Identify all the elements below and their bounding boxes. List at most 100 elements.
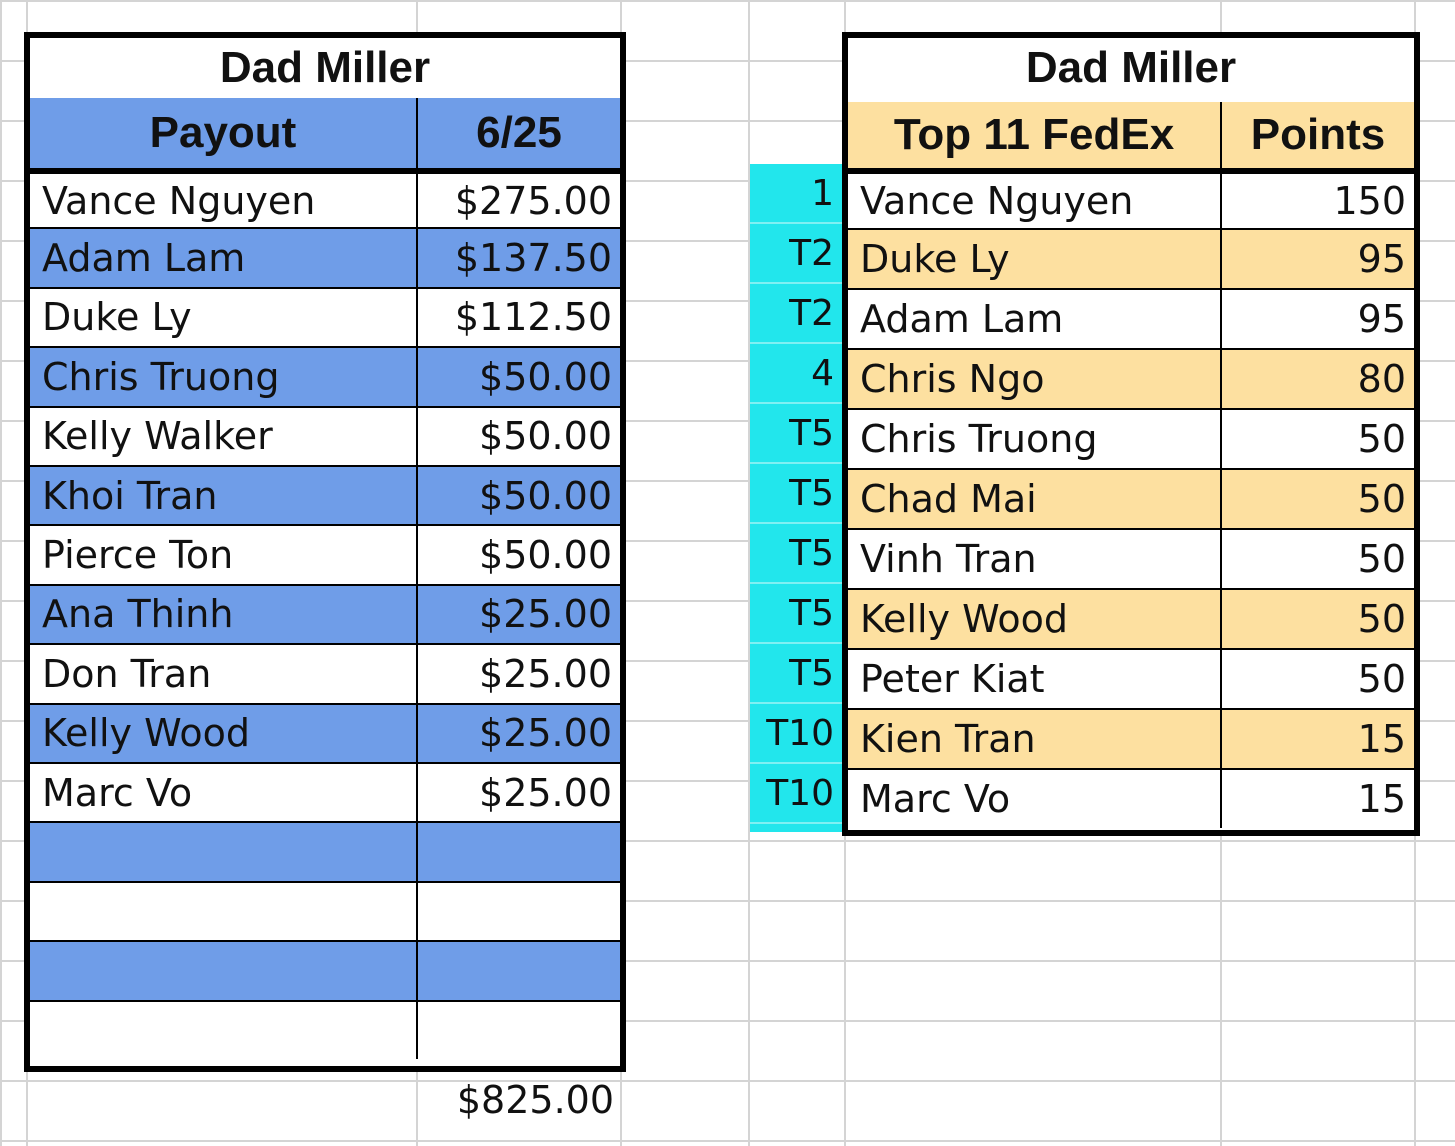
- payout-player-cell[interactable]: Kelly Walker: [42, 414, 273, 459]
- fedex-row: Marc Vo 15: [848, 768, 1414, 828]
- rank-cell[interactable]: 4: [750, 344, 842, 404]
- fedex-row: Adam Lam 95: [848, 288, 1414, 348]
- payout-row: Duke Ly $112.50: [30, 286, 620, 347]
- payout-amount-cell[interactable]: [416, 1001, 620, 1059]
- fedex-player-cell[interactable]: Peter Kiat: [860, 657, 1045, 701]
- payout-amount-cell[interactable]: $50.00: [416, 348, 620, 406]
- payout-header-date: 6/25: [416, 98, 620, 168]
- fedex-row: Peter Kiat 50: [848, 648, 1414, 708]
- rank-cell[interactable]: T5: [750, 464, 842, 524]
- payout-amount-cell[interactable]: $50.00: [416, 467, 620, 525]
- fedex-title-row: Dad Miller: [848, 38, 1414, 98]
- payout-amount-cell[interactable]: $137.50: [416, 229, 620, 287]
- payout-player-cell[interactable]: [30, 883, 416, 940]
- rank-cell[interactable]: T5: [750, 644, 842, 704]
- payout-amount-cell[interactable]: [416, 882, 620, 941]
- fedex-points-cell[interactable]: 80: [1220, 350, 1414, 408]
- payout-row: Khoi Tran $50.00: [30, 465, 620, 525]
- payout-amount-cell[interactable]: $25.00: [416, 645, 620, 703]
- fedex-player-cell[interactable]: Kien Tran: [860, 717, 1036, 761]
- payout-player-cell[interactable]: Ana Thinh: [42, 592, 234, 637]
- payout-row: Ana Thinh $25.00: [30, 583, 620, 644]
- payout-player-cell[interactable]: Marc Vo: [42, 770, 193, 815]
- fedex-row: Vinh Tran 50: [848, 528, 1414, 588]
- payout-amount-cell[interactable]: [416, 823, 620, 881]
- fedex-points-cell[interactable]: 150: [1220, 174, 1414, 228]
- payout-row: Adam Lam $137.50: [30, 227, 620, 287]
- payout-table: Dad Miller Payout 6/25 Vance Nguyen $275.…: [24, 32, 626, 1072]
- fedex-row: Chad Mai 50: [848, 468, 1414, 528]
- rank-cell[interactable]: T5: [750, 584, 842, 644]
- fedex-row: Chris Ngo 80: [848, 348, 1414, 408]
- payout-amount-cell[interactable]: [416, 942, 620, 1000]
- rank-cell[interactable]: T5: [750, 524, 842, 584]
- rank-cell[interactable]: 1: [750, 164, 842, 224]
- payout-player-cell[interactable]: Kelly Wood: [42, 711, 251, 756]
- payout-title: Dad Miller: [219, 43, 431, 92]
- payout-player-cell[interactable]: Chris Truong: [42, 354, 280, 399]
- payout-amount-cell[interactable]: $112.50: [416, 288, 620, 347]
- fedex-points-cell[interactable]: 15: [1220, 770, 1414, 828]
- payout-row: Kelly Walker $50.00: [30, 405, 620, 465]
- fedex-player-cell[interactable]: Vance Nguyen: [860, 179, 1134, 223]
- payout-row: Don Tran $25.00: [30, 643, 620, 703]
- payout-row: [30, 940, 620, 1000]
- rank-cell[interactable]: T2: [750, 224, 842, 284]
- fedex-points-cell[interactable]: 15: [1220, 710, 1414, 768]
- fedex-points-cell[interactable]: 50: [1220, 590, 1414, 648]
- payout-player-cell[interactable]: [30, 1002, 416, 1059]
- fedex-player-cell[interactable]: Chris Truong: [860, 417, 1098, 461]
- fedex-player-cell[interactable]: Chris Ngo: [860, 357, 1045, 401]
- payout-player-cell[interactable]: Duke Ly: [42, 295, 192, 340]
- payout-amount-cell[interactable]: $25.00: [416, 704, 620, 762]
- payout-row: Kelly Wood $25.00: [30, 702, 620, 762]
- payout-header-row: Payout 6/25: [30, 98, 620, 168]
- fedex-header-row: Top 11 FedEx Points: [848, 102, 1414, 168]
- rank-cell[interactable]: T10: [750, 704, 842, 764]
- fedex-header-name: Top 11 FedEx: [893, 110, 1175, 159]
- payout-row: Vance Nguyen $275.00: [30, 168, 620, 228]
- payout-row: Pierce Ton $50.00: [30, 524, 620, 584]
- payout-row: Chris Truong $50.00: [30, 346, 620, 406]
- fedex-player-cell[interactable]: Kelly Wood: [860, 597, 1069, 641]
- fedex-header-points: Points: [1220, 102, 1414, 168]
- fedex-row: Kien Tran 15: [848, 708, 1414, 768]
- payout-row: [30, 880, 620, 941]
- payout-amount-cell[interactable]: $50.00: [416, 526, 620, 584]
- fedex-row: Duke Ly 95: [848, 228, 1414, 288]
- payout-player-cell[interactable]: Khoi Tran: [42, 473, 218, 518]
- payout-player-cell[interactable]: Adam Lam: [42, 236, 246, 281]
- rank-cell[interactable]: T2: [750, 284, 842, 344]
- fedex-player-cell[interactable]: Duke Ly: [860, 237, 1010, 281]
- payout-player-cell[interactable]: Pierce Ton: [42, 533, 234, 578]
- payout-amount-cell[interactable]: $50.00: [416, 407, 620, 465]
- fedex-points-cell[interactable]: 50: [1220, 470, 1414, 528]
- fedex-player-cell[interactable]: Chad Mai: [860, 477, 1037, 521]
- payout-amount-cell[interactable]: $275.00: [416, 174, 620, 228]
- payout-title-row: Dad Miller: [30, 38, 620, 98]
- rank-cell[interactable]: T5: [750, 404, 842, 464]
- fedex-title: Dad Miller: [1025, 43, 1237, 92]
- fedex-row: Kelly Wood 50: [848, 588, 1414, 648]
- fedex-points-cell[interactable]: 50: [1220, 410, 1414, 468]
- rank-column: 1 T2 T2 4 T5 T5 T5 T5 T5 T10 T10: [750, 164, 842, 832]
- fedex-points-cell[interactable]: 50: [1220, 650, 1414, 708]
- fedex-points-cell[interactable]: 95: [1220, 290, 1414, 348]
- fedex-player-cell[interactable]: Adam Lam: [860, 297, 1064, 341]
- payout-player-cell[interactable]: [30, 823, 416, 880]
- payout-row: Marc Vo $25.00: [30, 762, 620, 822]
- payout-player-cell[interactable]: [30, 942, 416, 999]
- fedex-points-cell[interactable]: 50: [1220, 530, 1414, 588]
- fedex-player-cell[interactable]: Marc Vo: [860, 777, 1011, 821]
- payout-row: [30, 821, 620, 881]
- payout-header-name: Payout: [149, 108, 297, 157]
- payout-amount-cell[interactable]: $25.00: [416, 764, 620, 822]
- payout-player-cell[interactable]: Don Tran: [42, 651, 212, 696]
- grid-line: [748, 0, 750, 1146]
- payout-player-cell[interactable]: Vance Nguyen: [42, 178, 316, 223]
- payout-total[interactable]: $825.00: [456, 1078, 614, 1122]
- fedex-player-cell[interactable]: Vinh Tran: [860, 537, 1037, 581]
- payout-amount-cell[interactable]: $25.00: [416, 585, 620, 644]
- rank-cell[interactable]: T10: [750, 764, 842, 824]
- fedex-points-cell[interactable]: 95: [1220, 230, 1414, 288]
